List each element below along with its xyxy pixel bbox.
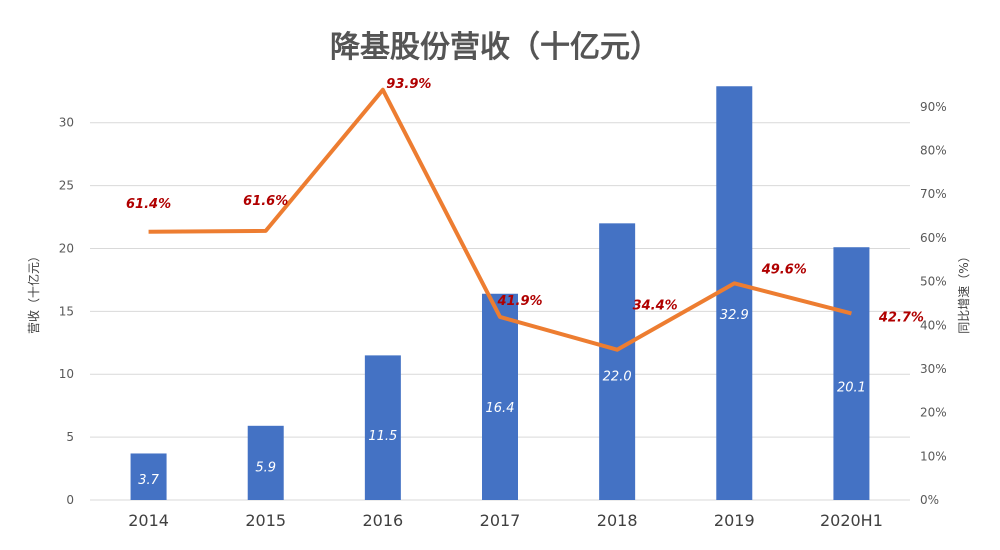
- bar: [364, 355, 401, 500]
- x-tick-label: 2019: [714, 511, 755, 530]
- x-tick-label: 2020H1: [820, 511, 883, 530]
- bar-data-label: 16.4: [486, 401, 515, 416]
- bar: [130, 453, 167, 500]
- y2-tick-label: 20%: [920, 406, 947, 420]
- bar-data-label: 20.1: [837, 380, 866, 395]
- line-data-label: 41.9%: [496, 294, 542, 309]
- line-data-label: 93.9%: [386, 77, 431, 92]
- x-tick-label: 2014: [128, 511, 169, 530]
- y2-tick-label: 50%: [920, 275, 947, 289]
- bar-data-label: 22.0: [603, 370, 632, 385]
- y-tick-label: 5: [66, 430, 74, 444]
- y2-tick-label: 80%: [920, 144, 947, 158]
- line-data-label: 61.6%: [243, 194, 288, 209]
- bar-data-label: 32.9: [720, 308, 749, 323]
- line-data-label: 49.6%: [761, 262, 807, 277]
- y2-tick-label: 10%: [920, 449, 947, 463]
- y-tick-label: 15: [59, 304, 74, 318]
- bar-data-label: 11.5: [368, 429, 397, 444]
- bar: [482, 293, 518, 500]
- y-tick-label: 25: [59, 179, 74, 193]
- x-tick-label: 2015: [245, 511, 286, 530]
- line-data-label: 42.7%: [878, 310, 924, 325]
- chart-title: 降基股份营收（十亿元）: [330, 30, 660, 65]
- line-data-label: 34.4%: [633, 299, 678, 314]
- y2-tick-label: 70%: [920, 187, 947, 201]
- y-axis-label: 营收（十亿元）: [26, 250, 41, 334]
- y-tick-label: 0: [66, 493, 74, 507]
- growth-line: [148, 87, 852, 352]
- x-tick-label: 2018: [597, 511, 638, 530]
- bar: [716, 86, 753, 501]
- bar-data-label: 5.9: [255, 461, 276, 476]
- line-data-label: 61.4%: [126, 197, 171, 212]
- bar-data-label: 3.7: [138, 473, 159, 488]
- y2-tick-label: 40%: [920, 318, 947, 332]
- bar: [833, 247, 870, 500]
- y2-tick-label: 0%: [920, 493, 939, 507]
- y-tick-label: 30: [59, 116, 74, 130]
- y2-tick-label: 90%: [920, 100, 947, 114]
- y2-axis-label: 同比增速（%）: [957, 250, 971, 333]
- bar: [247, 425, 284, 500]
- bar: [599, 223, 636, 501]
- y-tick-label: 10: [59, 367, 74, 381]
- x-tick-label: 2016: [362, 511, 403, 530]
- y2-tick-label: 60%: [920, 231, 947, 245]
- y2-tick-label: 30%: [920, 362, 947, 376]
- y-tick-label: 20: [59, 241, 74, 255]
- x-tick-label: 2017: [480, 511, 521, 530]
